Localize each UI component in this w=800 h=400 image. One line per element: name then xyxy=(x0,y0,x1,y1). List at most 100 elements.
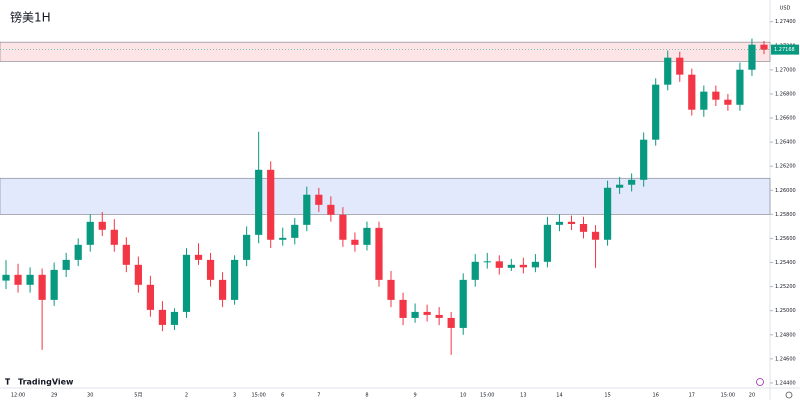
zone xyxy=(0,41,771,62)
x-tick-label: 17 xyxy=(689,393,695,399)
candle-body xyxy=(399,299,407,318)
candle-body xyxy=(339,214,347,240)
candle-body xyxy=(351,239,359,245)
x-tick-label: 12:00 xyxy=(11,393,25,399)
zone xyxy=(0,177,771,215)
x-tick-label: 7 xyxy=(317,393,320,399)
x-tick-label: 2 xyxy=(185,393,188,399)
candle-body xyxy=(122,244,130,265)
y-tick-label: 1.26800 xyxy=(775,91,796,97)
candle-body xyxy=(14,274,22,285)
last-price-label: 1.27168 xyxy=(774,47,795,53)
event-icon[interactable] xyxy=(756,378,764,386)
candle-body xyxy=(423,311,431,315)
candle-body xyxy=(182,254,191,312)
x-tick-label: 30 xyxy=(87,393,93,399)
y-tick-label: 1.24800 xyxy=(775,332,796,338)
x-tick-label: 6 xyxy=(281,393,284,399)
candle-body xyxy=(86,221,94,245)
candle-body xyxy=(170,311,179,325)
candle-body xyxy=(736,69,744,105)
x-tick-label: 29 xyxy=(51,393,57,399)
candle-body xyxy=(291,224,299,238)
candle-body xyxy=(603,187,612,240)
x-tick-label: 20 xyxy=(749,393,755,399)
x-tick-label: 15:00 xyxy=(480,393,494,399)
candle-body xyxy=(579,223,588,232)
candle-body xyxy=(218,279,227,300)
candle-body xyxy=(447,317,455,328)
y-tick-label: 1.27000 xyxy=(775,67,796,73)
candle-body xyxy=(206,259,215,280)
candle-body xyxy=(543,224,552,262)
settings-icon[interactable] xyxy=(785,391,793,399)
candle-body xyxy=(519,264,527,268)
candle-body xyxy=(531,261,539,268)
candle-body xyxy=(664,57,672,85)
candle-body xyxy=(62,259,70,270)
candle-body xyxy=(231,259,239,300)
candle-body xyxy=(507,264,515,268)
x-tick-label: 16 xyxy=(653,393,659,399)
x-tick-label: 14 xyxy=(556,393,562,399)
candle-body xyxy=(555,221,564,225)
x-tick-label: 3 xyxy=(233,393,236,399)
candle-body xyxy=(567,221,576,224)
candle-body xyxy=(2,274,10,281)
chart-title: 镑美1H xyxy=(10,10,51,25)
y-tick-label: 1.26200 xyxy=(775,164,796,170)
y-tick-label: 1.25000 xyxy=(775,308,796,314)
y-tick-label: 1.24600 xyxy=(775,356,796,362)
candle-body xyxy=(194,254,203,260)
candle-body xyxy=(700,91,708,110)
x-tick-label: 15:00 xyxy=(721,393,735,399)
candle-body xyxy=(652,84,660,140)
candle-body xyxy=(158,309,167,325)
candle-body xyxy=(267,169,275,240)
y-tick-label: 1.25200 xyxy=(775,284,796,290)
candle-body xyxy=(411,311,419,318)
candle-body xyxy=(760,44,768,50)
y-tick-label: 1.24400 xyxy=(775,380,796,386)
candle-body xyxy=(483,261,491,263)
brand-logo: TradingView xyxy=(18,378,74,387)
candle-body xyxy=(98,221,106,230)
x-tick-label: 10 xyxy=(460,393,466,399)
y-tick-label: 1.26400 xyxy=(775,140,796,146)
candle-body xyxy=(327,204,335,215)
x-tick-label: 15:00 xyxy=(251,393,265,399)
candle-body xyxy=(50,269,58,300)
candle-body xyxy=(38,274,46,300)
candle-body xyxy=(676,57,684,75)
candle-body xyxy=(375,227,383,280)
candle-body xyxy=(640,139,648,180)
currency-label: USD xyxy=(780,6,791,12)
candle-body xyxy=(255,169,263,235)
candle-body xyxy=(459,279,467,328)
y-tick-label: 1.25800 xyxy=(775,212,796,218)
y-tick-label: 1.26000 xyxy=(775,188,796,194)
last-price-box xyxy=(771,44,799,55)
candle-body xyxy=(712,91,720,100)
candle-body xyxy=(471,261,479,280)
candle-body xyxy=(74,244,82,260)
x-tick-label: 9 xyxy=(413,393,416,399)
candle-body xyxy=(435,314,443,318)
candle-body xyxy=(495,261,503,268)
candle-body xyxy=(315,194,323,205)
candle-body xyxy=(363,227,371,245)
y-tick-label: 1.26600 xyxy=(775,116,796,122)
x-tick-label: 5月 xyxy=(134,393,142,399)
x-tick-label: 13 xyxy=(520,393,526,399)
candle-body xyxy=(628,179,636,185)
candle-body xyxy=(134,264,142,285)
candle-body xyxy=(387,279,395,300)
y-tick-label: 1.25600 xyxy=(775,236,796,242)
candle-body xyxy=(724,99,732,105)
candle-body xyxy=(146,284,154,310)
candle-body xyxy=(616,184,624,188)
candle-body xyxy=(279,237,287,240)
y-tick-label: 1.27400 xyxy=(775,19,796,25)
candle-body xyxy=(688,74,696,110)
